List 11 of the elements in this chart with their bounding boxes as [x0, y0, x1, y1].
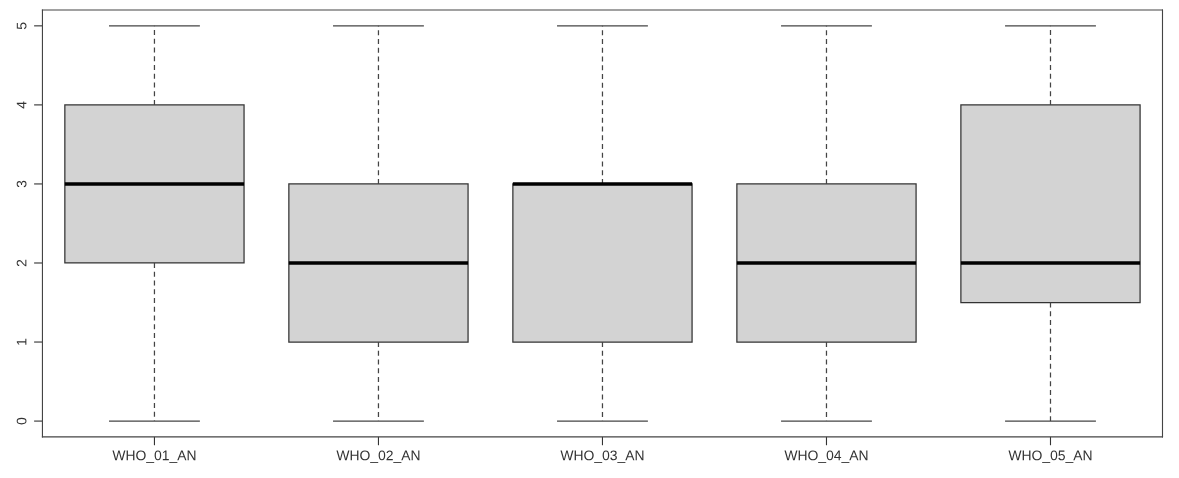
y-tick-label: 3 — [16, 180, 27, 188]
x-tick-label: WHO_02_AN — [336, 450, 420, 463]
y-tick-label: 0 — [16, 417, 27, 425]
y-tick-label: 4 — [16, 101, 27, 109]
x-tick-label: WHO_03_AN — [560, 450, 644, 463]
y-tick-label: 2 — [16, 259, 27, 267]
x-tick-label: WHO_01_AN — [112, 450, 196, 463]
x-tick-label: WHO_05_AN — [1008, 450, 1092, 463]
y-tick-label: 1 — [16, 338, 27, 345]
x-tick-label: WHO_04_AN — [784, 450, 868, 463]
y-tick-label: 5 — [16, 22, 27, 30]
